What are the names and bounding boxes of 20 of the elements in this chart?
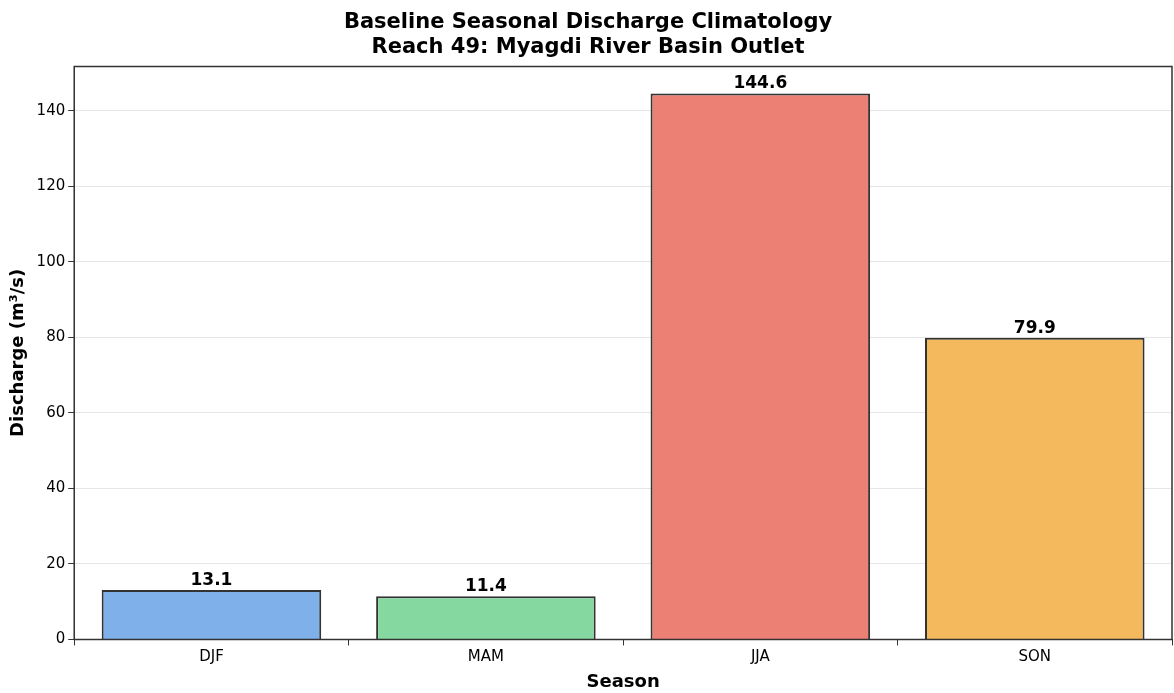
x-tick-label: JJA	[749, 647, 771, 666]
y-axis-title: Discharge (m³/s)	[6, 268, 28, 437]
x-tick-label: SON	[1018, 647, 1052, 666]
y-tick-label: 60	[46, 402, 66, 421]
x-axis-title: Season	[586, 669, 660, 691]
data-label: 79.9	[1013, 316, 1056, 337]
x-tick-label: DJF	[199, 647, 224, 666]
chart-subtitle: Reach 49: Myagdi River Basin Outlet	[371, 34, 805, 59]
data-label: 11.4	[464, 575, 508, 596]
y-tick-label: 40	[46, 478, 66, 497]
y-tick-label: 120	[36, 176, 66, 195]
y-tick-label: 100	[36, 251, 66, 270]
y-tick-label: 0	[55, 629, 66, 648]
x-tick-label: MAM	[467, 647, 504, 666]
y-tick-label: 80	[46, 327, 66, 346]
chart-title: Baseline Seasonal Discharge Climatology	[343, 9, 833, 34]
y-tick-label: 140	[36, 100, 66, 119]
data-label: 144.6	[733, 72, 788, 93]
data-label: 13.1	[190, 568, 233, 589]
y-tick-label: 20	[46, 553, 66, 572]
